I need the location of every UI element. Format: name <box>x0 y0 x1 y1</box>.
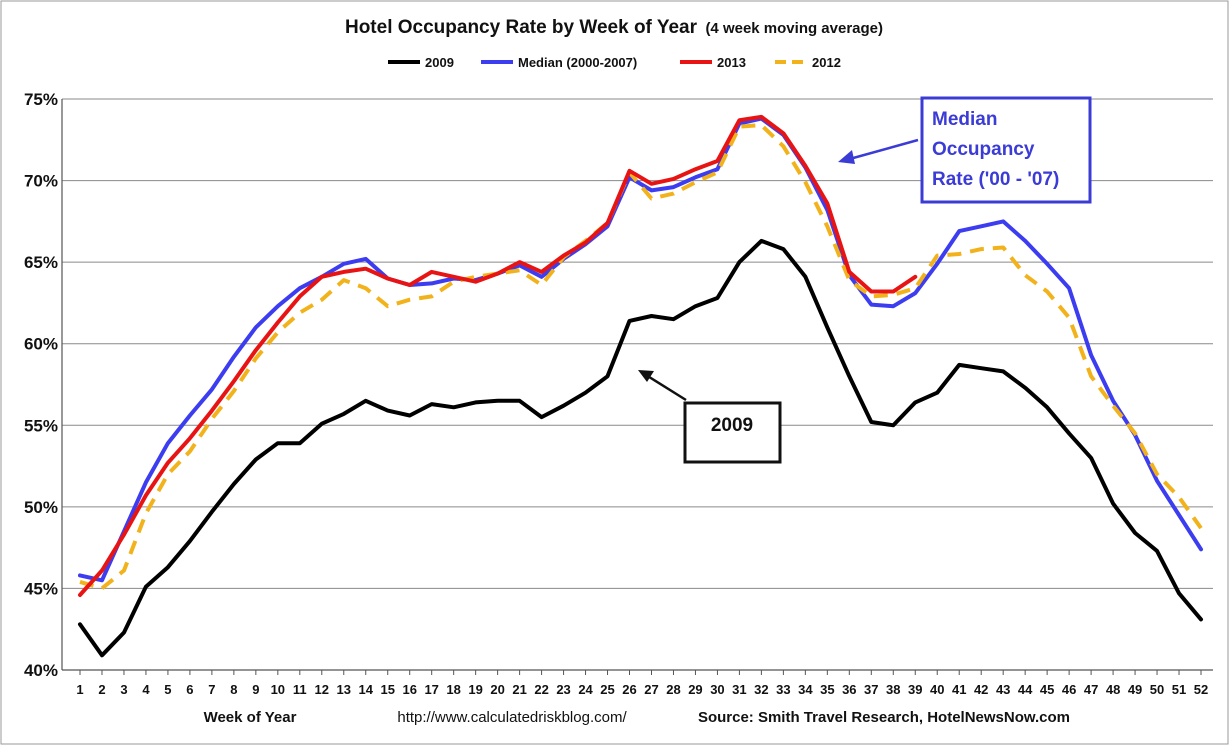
y-tick-label: 60% <box>24 335 58 354</box>
x-tick-label: 52 <box>1194 682 1208 697</box>
legend: 2009 Median (2000-2007) 2013 2012 <box>388 55 841 70</box>
series-line-2009 <box>78 238 1203 658</box>
x-tick-label: 27 <box>644 682 658 697</box>
x-tick-label: 5 <box>164 682 171 697</box>
x-tick-label: 15 <box>380 682 394 697</box>
series-line-2013 <box>78 114 918 597</box>
x-tick-label: 4 <box>142 682 150 697</box>
median-annotation-line-2: Occupancy <box>932 139 1035 160</box>
annotation-2009-label: 2009 <box>711 415 753 436</box>
x-tick-label: 47 <box>1084 682 1098 697</box>
x-tick-label: 11 <box>293 682 307 697</box>
x-tick-label: 40 <box>930 682 944 697</box>
median-arrow <box>845 138 919 162</box>
x-tick-label: 30 <box>710 682 724 697</box>
x-tick-label: 41 <box>952 682 966 697</box>
y-tick-label: 50% <box>24 498 58 517</box>
x-tick-label: 3 <box>120 682 127 697</box>
x-tick-label: 50 <box>1150 682 1164 697</box>
x-tick-label: 44 <box>1018 682 1033 697</box>
x-tick-label: 51 <box>1172 682 1186 697</box>
footer-source: Source: Smith Travel Research, HotelNews… <box>698 709 1070 726</box>
x-tick-label: 12 <box>315 682 329 697</box>
x-tick-label: 24 <box>578 682 593 697</box>
x-tick-label: 25 <box>600 682 614 697</box>
annotation-2009: 2009 <box>638 370 782 464</box>
y-tick-label: 70% <box>24 172 58 191</box>
y-tick-label: 40% <box>24 661 58 680</box>
x-tick-label: 22 <box>534 682 548 697</box>
annotation-2009-box <box>683 401 782 464</box>
x-tick-label: 38 <box>886 682 900 697</box>
x-tick-label: 18 <box>446 682 460 697</box>
x-tick-label: 46 <box>1062 682 1076 697</box>
x-tick-label: 29 <box>688 682 702 697</box>
median-annotation: Median Occupancy Rate ('00 - '07) <box>838 96 1092 204</box>
x-tick-labels: 1 2 3 4 5 6 7 8 9 10 11 12 13 14 15 16 17 18 19 20 21 22 23 24 2… <box>76 670 1208 697</box>
arrow-2009 <box>645 373 687 402</box>
y-tick-label: 45% <box>24 579 58 598</box>
chart-subtitle: (4 week moving average) <box>705 20 883 37</box>
x-tick-label: 35 <box>820 682 834 697</box>
legend-label: Median (2000-2007) <box>518 55 637 70</box>
y-tick-label: 75% <box>24 90 58 109</box>
legend-label: 2013 <box>717 55 746 70</box>
x-tick-label: 6 <box>186 682 193 697</box>
x-tick-label: 49 <box>1128 682 1142 697</box>
y-tick-label: 65% <box>24 253 58 272</box>
x-tick-label: 13 <box>337 682 351 697</box>
x-tick-label: 20 <box>490 682 504 697</box>
x-tick-label: 42 <box>974 682 988 697</box>
x-tick-label: 26 <box>622 682 636 697</box>
x-tick-label: 36 <box>842 682 856 697</box>
legend-label: 2009 <box>425 55 454 70</box>
x-tick-label: 7 <box>208 682 215 697</box>
x-tick-label: 39 <box>908 682 922 697</box>
chart-title-line: Hotel Occupancy Rate by Week of Year (4 … <box>345 17 883 38</box>
x-tick-label: 37 <box>864 682 878 697</box>
x-axis-label: Week of Year <box>204 709 297 726</box>
x-tick-label: 33 <box>776 682 790 697</box>
x-tick-label: 2 <box>98 682 105 697</box>
x-tick-label: 8 <box>230 682 237 697</box>
x-tick-label: 31 <box>732 682 746 697</box>
series-lines <box>78 114 1203 658</box>
median-annotation-line-3: Rate ('00 - '07) <box>932 169 1059 190</box>
x-tick-label: 16 <box>402 682 416 697</box>
x-tick-label: 48 <box>1106 682 1120 697</box>
chart-title: Hotel Occupancy Rate by Week of Year <box>345 17 698 38</box>
x-tick-label: 34 <box>798 682 813 697</box>
x-tick-label: 1 <box>76 682 83 697</box>
x-tick-label: 32 <box>754 682 768 697</box>
footer-url[interactable]: http://www.calculatedriskblog.com/ <box>397 709 627 726</box>
median-arrowhead <box>838 150 855 164</box>
series-line-median-2000-2007 <box>78 116 1203 583</box>
y-tick-labels: 40% 45% 50% 55% 60% 65% 70% 75% <box>24 90 58 680</box>
median-annotation-line-1: Median <box>932 109 997 130</box>
median-annotation-box <box>920 96 1092 204</box>
legend-label: 2012 <box>812 55 841 70</box>
x-tick-label: 23 <box>556 682 570 697</box>
y-tick-label: 55% <box>24 416 58 435</box>
x-tick-label: 17 <box>424 682 438 697</box>
x-tick-label: 19 <box>468 682 482 697</box>
x-tick-label: 43 <box>996 682 1010 697</box>
x-tick-label: 9 <box>252 682 259 697</box>
x-tick-label: 21 <box>512 682 526 697</box>
x-tick-label: 14 <box>359 682 374 697</box>
arrowhead-2009 <box>638 370 654 382</box>
x-tick-label: 28 <box>666 682 680 697</box>
x-tick-label: 45 <box>1040 682 1054 697</box>
x-tick-label: 10 <box>271 682 285 697</box>
series-line-2012 <box>79 123 1203 591</box>
